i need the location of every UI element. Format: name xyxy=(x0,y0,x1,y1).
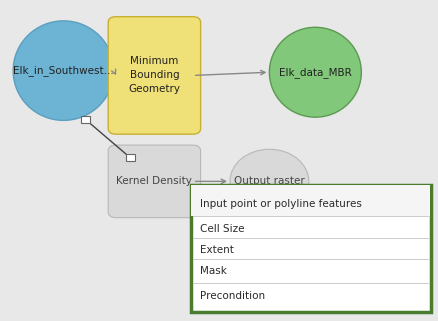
Bar xyxy=(191,185,430,216)
Text: Elk_in_Southwest...: Elk_in_Southwest... xyxy=(13,65,114,76)
Text: Precondition: Precondition xyxy=(200,291,265,301)
Ellipse shape xyxy=(230,149,309,213)
Text: Cell Size: Cell Size xyxy=(200,224,245,234)
Ellipse shape xyxy=(269,27,361,117)
Ellipse shape xyxy=(13,21,114,120)
Text: Input point or polyline features: Input point or polyline features xyxy=(200,199,362,209)
FancyBboxPatch shape xyxy=(108,17,201,134)
Text: Output raster: Output raster xyxy=(234,176,305,187)
Text: Extent: Extent xyxy=(200,245,234,255)
Bar xyxy=(191,185,431,312)
Bar xyxy=(81,116,90,123)
Text: Minimum
Bounding
Geometry: Minimum Bounding Geometry xyxy=(128,56,180,94)
FancyBboxPatch shape xyxy=(108,145,201,218)
Text: Mask: Mask xyxy=(200,266,227,276)
Bar xyxy=(126,154,135,161)
Text: Kernel Density: Kernel Density xyxy=(117,176,192,187)
Text: Elk_data_MBR: Elk_data_MBR xyxy=(279,67,352,78)
